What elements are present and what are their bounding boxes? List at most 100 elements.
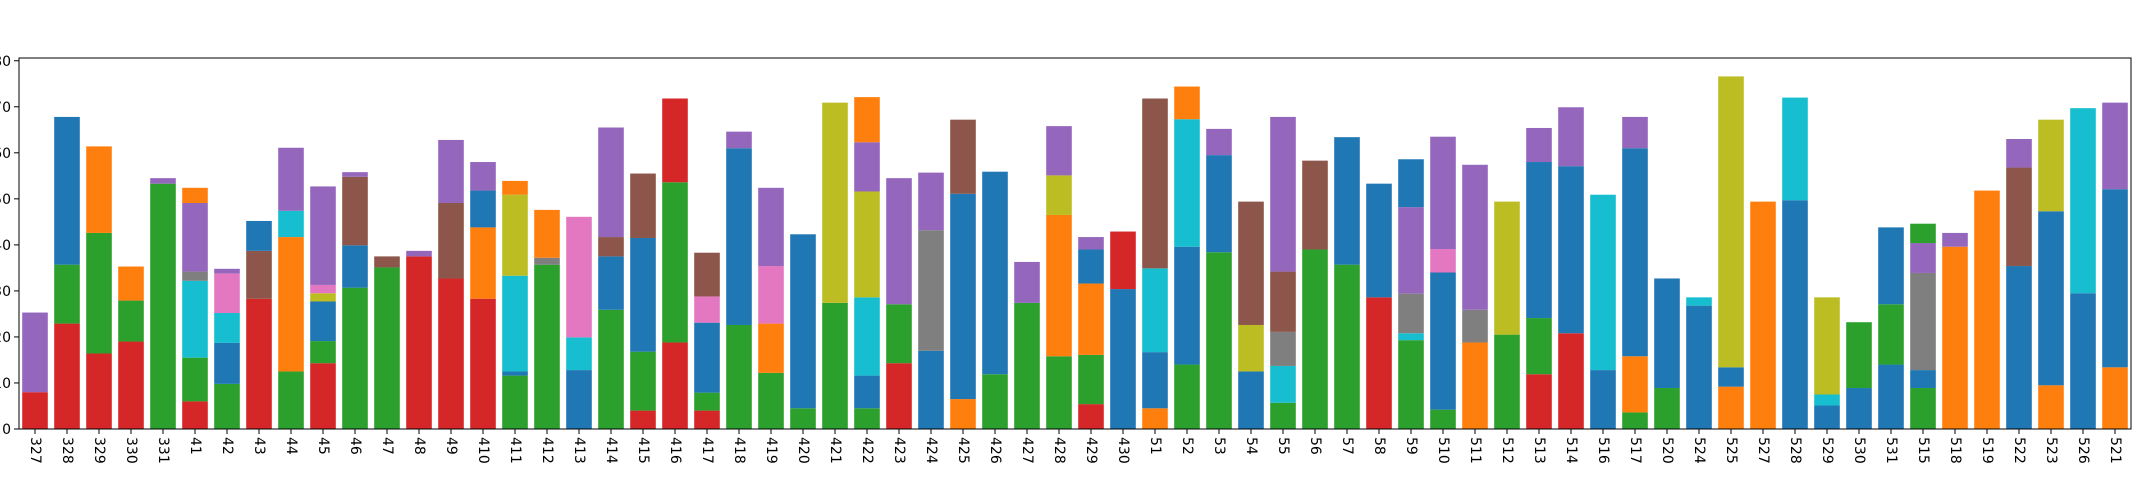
bar-segment	[214, 342, 240, 384]
bar-segment	[854, 408, 880, 429]
bar-segment	[278, 237, 304, 372]
bar-segment	[630, 410, 656, 429]
bar-segment	[1078, 404, 1104, 429]
bar-segment	[2006, 167, 2032, 267]
bar-segment	[854, 191, 880, 298]
bar-segment	[1526, 162, 1552, 319]
x-tick-label: 422	[859, 437, 875, 464]
bar-segment	[54, 323, 80, 429]
bar-segment	[214, 273, 240, 314]
bar-segment	[278, 371, 304, 429]
bar-segment	[694, 296, 720, 323]
x-tick-label: 511	[1467, 437, 1483, 464]
bar-segment	[918, 230, 944, 351]
bar-segment	[1718, 386, 1744, 429]
bar-segment	[1398, 207, 1424, 294]
bar-segment	[1206, 128, 1232, 156]
bar-segment	[118, 266, 144, 301]
bar-segment	[758, 372, 784, 429]
bar-segment	[950, 193, 976, 400]
bar-segment	[886, 304, 912, 364]
bar-segment	[726, 324, 752, 429]
x-tick-label: 513	[1531, 437, 1547, 464]
x-tick-label: 528	[1787, 437, 1803, 464]
bar-segment	[1590, 370, 1616, 429]
x-tick-label: 414	[603, 437, 619, 464]
bar-segment	[118, 341, 144, 429]
bar-segment	[630, 351, 656, 411]
bar-segment	[1622, 412, 1648, 429]
bar-segment	[1238, 201, 1264, 325]
x-tick-label: 412	[539, 437, 555, 464]
bar-segment	[2006, 139, 2032, 168]
bar-segment	[1270, 116, 1296, 272]
bar-segment	[1494, 334, 1520, 429]
bar-segment	[1654, 278, 1680, 389]
bar-segment	[1878, 364, 1904, 429]
y-tick-label: 20	[0, 330, 11, 346]
bar-segment	[182, 202, 208, 272]
bar-segment	[1398, 159, 1424, 208]
bar-segment	[502, 371, 528, 376]
bar-segment	[2102, 102, 2128, 190]
x-tick-label: 515	[1915, 437, 1931, 464]
bar-segment	[1558, 107, 1584, 167]
x-tick-label: 46	[347, 437, 363, 455]
bar-segment	[1302, 249, 1328, 429]
x-tick-label: 59	[1403, 437, 1419, 455]
bar-segment	[950, 399, 976, 429]
bar-segment	[1366, 183, 1392, 298]
x-tick-label: 523	[2043, 437, 2059, 464]
bar-segment	[214, 313, 240, 343]
y-tick-label: 0	[2, 422, 11, 438]
bar-segment	[54, 116, 80, 265]
bar-segment	[22, 312, 48, 393]
x-tick-label: 524	[1691, 437, 1707, 464]
bar-segment	[1942, 232, 1968, 247]
bar-segment	[1910, 370, 1936, 389]
bar-segment	[1910, 243, 1936, 273]
x-tick-label: 331	[155, 437, 171, 464]
bar-segment	[2070, 293, 2096, 429]
bar-segment	[534, 264, 560, 429]
x-tick-label: 531	[1883, 437, 1899, 464]
bar-segment	[1910, 272, 1936, 371]
y-tick-label: 40	[0, 238, 11, 254]
bar-segment	[1686, 305, 1712, 429]
x-tick-label: 410	[475, 437, 491, 464]
bar-segment	[182, 271, 208, 281]
bar-segment	[1782, 200, 1808, 429]
x-tick-label: 529	[1819, 437, 1835, 464]
bar-segment	[1654, 388, 1680, 429]
bar-segment	[1142, 352, 1168, 409]
x-tick-label: 514	[1563, 437, 1579, 464]
bar-segment	[86, 353, 112, 429]
bar-segment	[1270, 365, 1296, 403]
y-tick-label: 10	[0, 376, 11, 392]
x-tick-label: 47	[379, 437, 395, 455]
bar-segment	[1046, 356, 1072, 429]
bar-segment	[918, 350, 944, 429]
x-tick-label: 49	[443, 437, 459, 455]
bar-segment	[1526, 374, 1552, 429]
bar-segment	[630, 237, 656, 352]
bar-segment	[214, 383, 240, 429]
bar-segment	[22, 392, 48, 429]
bar-segment	[886, 363, 912, 429]
x-tick-label: 430	[1115, 437, 1131, 464]
x-tick-label: 525	[1723, 437, 1739, 464]
x-tick-label: 51	[1147, 437, 1163, 455]
x-tick-label: 41	[187, 437, 203, 455]
x-tick-label: 527	[1755, 437, 1771, 464]
bar-segment	[118, 300, 144, 342]
bar-segment	[182, 280, 208, 358]
bar-segment	[2102, 189, 2128, 368]
bar-segment	[726, 131, 752, 149]
x-tick-label: 517	[1627, 437, 1643, 464]
bar-segment	[1718, 367, 1744, 387]
bar-segment	[854, 142, 880, 192]
bar-segment	[1142, 98, 1168, 269]
x-tick-label: 421	[827, 437, 843, 464]
bar-segment	[566, 337, 592, 371]
